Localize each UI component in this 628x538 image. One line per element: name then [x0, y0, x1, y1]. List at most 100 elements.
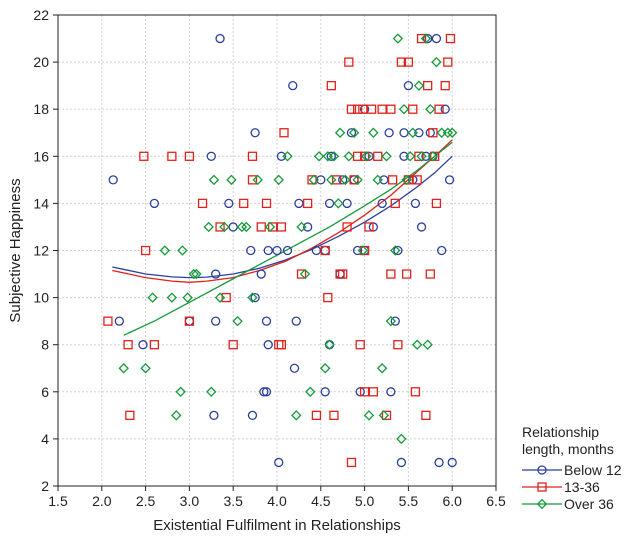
- data-point: [440, 81, 450, 91]
- data-point: [357, 245, 369, 256]
- data-point: [307, 175, 317, 185]
- data-point: [316, 175, 326, 185]
- data-point: [247, 292, 258, 303]
- data-point: [412, 175, 422, 185]
- data-point: [410, 387, 421, 397]
- data-point: [320, 245, 330, 256]
- data-point: [256, 269, 266, 279]
- legend-label: Below 12: [564, 462, 622, 478]
- data-point: [139, 151, 149, 161]
- data-point: [261, 316, 272, 326]
- data-point: [228, 340, 238, 350]
- data-point: [303, 198, 313, 209]
- data-point: [393, 245, 403, 256]
- data-point: [305, 386, 316, 398]
- data-point: [396, 57, 407, 67]
- data-point: [434, 457, 444, 468]
- data-point: [372, 174, 383, 186]
- axis-ticks: 1.5 2.0 2.5 3.0 3.5 4.0 4.5 5.0 5.5 6.0 6.5 2 4 6 8 10 1…: [33, 7, 506, 509]
- data-point: [274, 457, 284, 468]
- data-point: [313, 151, 325, 162]
- y-tick-label: 16: [33, 148, 49, 164]
- series-over-36: [118, 33, 458, 445]
- data-point: [420, 33, 432, 44]
- data-point: [250, 292, 260, 303]
- data-point: [167, 151, 177, 161]
- x-tick-label: 3.0: [180, 493, 200, 509]
- data-point: [319, 363, 331, 374]
- data-point: [324, 339, 335, 350]
- data-point: [414, 128, 424, 138]
- data-point: [368, 387, 379, 397]
- data-point: [399, 151, 409, 161]
- data-point: [279, 128, 289, 138]
- data-point: [159, 245, 171, 256]
- data-point: [296, 269, 307, 279]
- data-point: [323, 292, 333, 303]
- x-tick-label: 1.5: [48, 493, 68, 509]
- data-point: [247, 410, 258, 421]
- data-point: [264, 221, 276, 233]
- data-point: [378, 410, 390, 421]
- legend-item: Below 12: [522, 462, 622, 478]
- data-point: [289, 363, 300, 373]
- data-point: [138, 340, 148, 350]
- data-point: [437, 245, 447, 256]
- data-point: [423, 81, 433, 91]
- data-point: [149, 198, 160, 209]
- data-point: [211, 269, 221, 279]
- data-point: [214, 292, 226, 303]
- data-point: [326, 174, 337, 186]
- x-tick-label: 6.0: [442, 493, 462, 509]
- data-point: [390, 245, 401, 256]
- data-point: [261, 387, 272, 397]
- data-point: [303, 222, 313, 232]
- data-point: [352, 245, 363, 256]
- data-point: [407, 127, 418, 138]
- legend-item: Over 36: [522, 496, 614, 512]
- data-points: [103, 33, 458, 468]
- y-tick-label: 18: [33, 101, 49, 117]
- data-point: [224, 198, 234, 209]
- legend: Relationship length, months Below 1213-36…: [522, 424, 622, 512]
- data-point: [358, 104, 368, 114]
- data-point: [206, 386, 217, 398]
- data-point: [311, 245, 322, 256]
- data-point: [431, 56, 442, 68]
- data-point: [276, 340, 287, 350]
- data-point: [346, 104, 357, 114]
- data-point: [431, 198, 442, 209]
- data-point: [376, 363, 388, 374]
- data-point: [377, 198, 387, 209]
- data-point: [442, 127, 454, 138]
- data-point: [182, 292, 193, 303]
- data-point: [175, 386, 186, 398]
- x-tick-label: 4.0: [267, 493, 287, 509]
- data-point: [299, 268, 311, 280]
- data-point: [118, 363, 129, 374]
- data-point: [343, 151, 355, 162]
- data-point: [263, 245, 273, 256]
- legend-title-line: length, months: [522, 441, 614, 457]
- data-point: [247, 175, 258, 185]
- data-point: [359, 387, 370, 397]
- data-point: [311, 410, 322, 421]
- data-point: [166, 292, 178, 303]
- x-tick-label: 5.0: [355, 493, 375, 509]
- data-point: [140, 245, 151, 256]
- data-point: [425, 128, 435, 138]
- data-point: [381, 151, 392, 162]
- data-point: [219, 221, 230, 233]
- x-tick-label: 6.5: [486, 493, 506, 509]
- legend-title: Relationship length, months: [522, 424, 614, 457]
- data-point: [246, 245, 256, 256]
- trend-lines: [112, 139, 453, 336]
- data-point: [431, 33, 442, 44]
- x-tick-label: 5.5: [399, 493, 419, 509]
- data-point: [413, 80, 425, 91]
- data-point: [252, 174, 263, 186]
- data-point: [308, 174, 320, 186]
- data-point: [291, 410, 302, 421]
- data-point: [288, 81, 298, 91]
